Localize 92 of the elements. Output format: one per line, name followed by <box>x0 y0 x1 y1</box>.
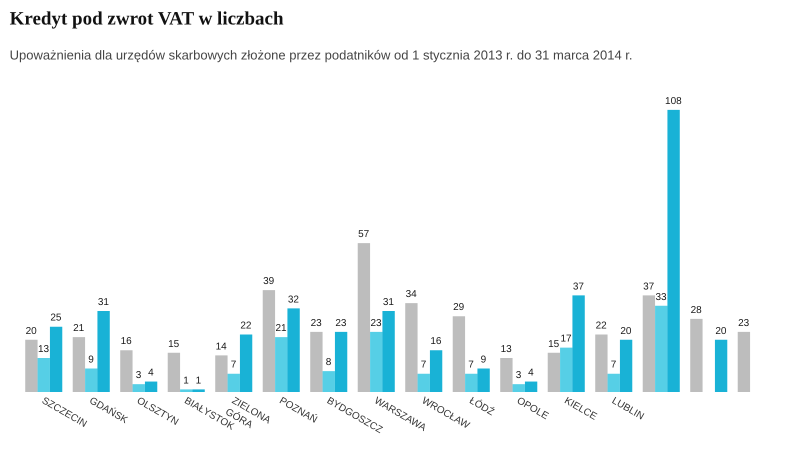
bar <box>85 368 98 392</box>
data-label: 29 <box>453 302 465 314</box>
data-label: 20 <box>715 326 727 337</box>
bar <box>120 350 133 392</box>
bar <box>334 332 348 392</box>
bar <box>228 374 240 392</box>
data-label: 32 <box>288 294 300 306</box>
bar <box>418 374 430 392</box>
data-label: 16 <box>120 336 132 348</box>
bar <box>738 332 750 392</box>
data-label: 4 <box>528 368 534 379</box>
bar <box>608 374 620 392</box>
bar <box>465 374 478 392</box>
data-label: 7 <box>230 360 237 371</box>
bar <box>595 334 608 392</box>
data-label: 22 <box>240 320 252 332</box>
bar <box>548 352 560 392</box>
data-label: 23 <box>310 318 322 329</box>
bar <box>240 334 252 392</box>
bar <box>572 295 585 392</box>
bar <box>287 308 300 392</box>
data-label: 7 <box>420 360 427 371</box>
bar <box>405 303 418 392</box>
bar <box>275 337 288 392</box>
bar <box>452 316 466 392</box>
bar <box>477 368 490 392</box>
data-label: 3 <box>516 370 522 382</box>
data-label: 23 <box>335 318 347 329</box>
data-label: 7 <box>610 360 617 371</box>
data-label: 9 <box>480 354 487 366</box>
bar <box>382 311 395 392</box>
bar <box>310 332 323 392</box>
data-label: 23 <box>370 318 382 329</box>
data-label: 17 <box>560 334 572 345</box>
data-label: 28 <box>690 304 702 316</box>
data-label: 22 <box>596 320 608 332</box>
bar <box>180 389 192 392</box>
bar <box>168 352 180 392</box>
data-label: 34 <box>406 289 418 300</box>
bar <box>620 340 632 392</box>
data-label: 108 <box>665 96 682 107</box>
bar <box>72 337 86 392</box>
bar <box>322 371 335 392</box>
bar <box>430 350 442 392</box>
data-label: 57 <box>358 229 370 240</box>
data-label: 7 <box>468 360 474 371</box>
data-label: 37 <box>643 281 655 292</box>
data-label: 25 <box>50 312 62 324</box>
data-label: 14 <box>216 341 228 352</box>
data-label: 9 <box>88 354 94 366</box>
bar <box>512 384 525 392</box>
bar <box>358 243 370 392</box>
bar <box>25 340 38 392</box>
data-label: 33 <box>655 292 668 303</box>
data-label: 13 <box>500 344 512 356</box>
data-label: 3 <box>136 370 142 382</box>
data-label: 39 <box>263 276 275 288</box>
bar <box>690 318 703 392</box>
bar <box>655 306 668 392</box>
bar <box>667 110 680 392</box>
data-label: 23 <box>738 318 750 329</box>
data-label: 1 <box>196 375 202 386</box>
bar <box>370 332 382 392</box>
bar <box>50 326 62 392</box>
data-label: 16 <box>430 336 442 348</box>
bar <box>38 358 50 392</box>
bar <box>524 382 538 392</box>
data-label: 20 <box>26 326 38 337</box>
bar <box>132 384 145 392</box>
data-label: 15 <box>548 338 560 350</box>
data-label: 8 <box>326 357 332 368</box>
bar <box>97 311 110 392</box>
data-label: 31 <box>98 297 110 308</box>
bar <box>560 348 572 392</box>
data-label: 4 <box>148 368 154 379</box>
bar <box>262 290 276 392</box>
data-label: 21 <box>73 323 85 334</box>
data-label: 20 <box>620 326 632 337</box>
data-label: 31 <box>382 297 394 308</box>
data-label: 15 <box>168 338 180 350</box>
data-label: 37 <box>572 281 584 292</box>
bar <box>144 382 158 392</box>
chart-subtitle: Upoważnienia dla urzędów skarbowych złożone przez podatników od 1 stycznia 2013 r. do 31 marca 2014 r. <box>10 47 633 62</box>
data-label: 21 <box>275 323 288 334</box>
bar <box>500 358 513 392</box>
bar <box>642 295 656 392</box>
data-label: 1 <box>183 375 190 386</box>
bar <box>215 355 228 392</box>
bar <box>714 340 728 392</box>
bar <box>192 389 205 392</box>
data-label: 13 <box>38 344 50 356</box>
chart-title: Kredyt pod zwrot VAT w liczbach <box>10 8 284 30</box>
